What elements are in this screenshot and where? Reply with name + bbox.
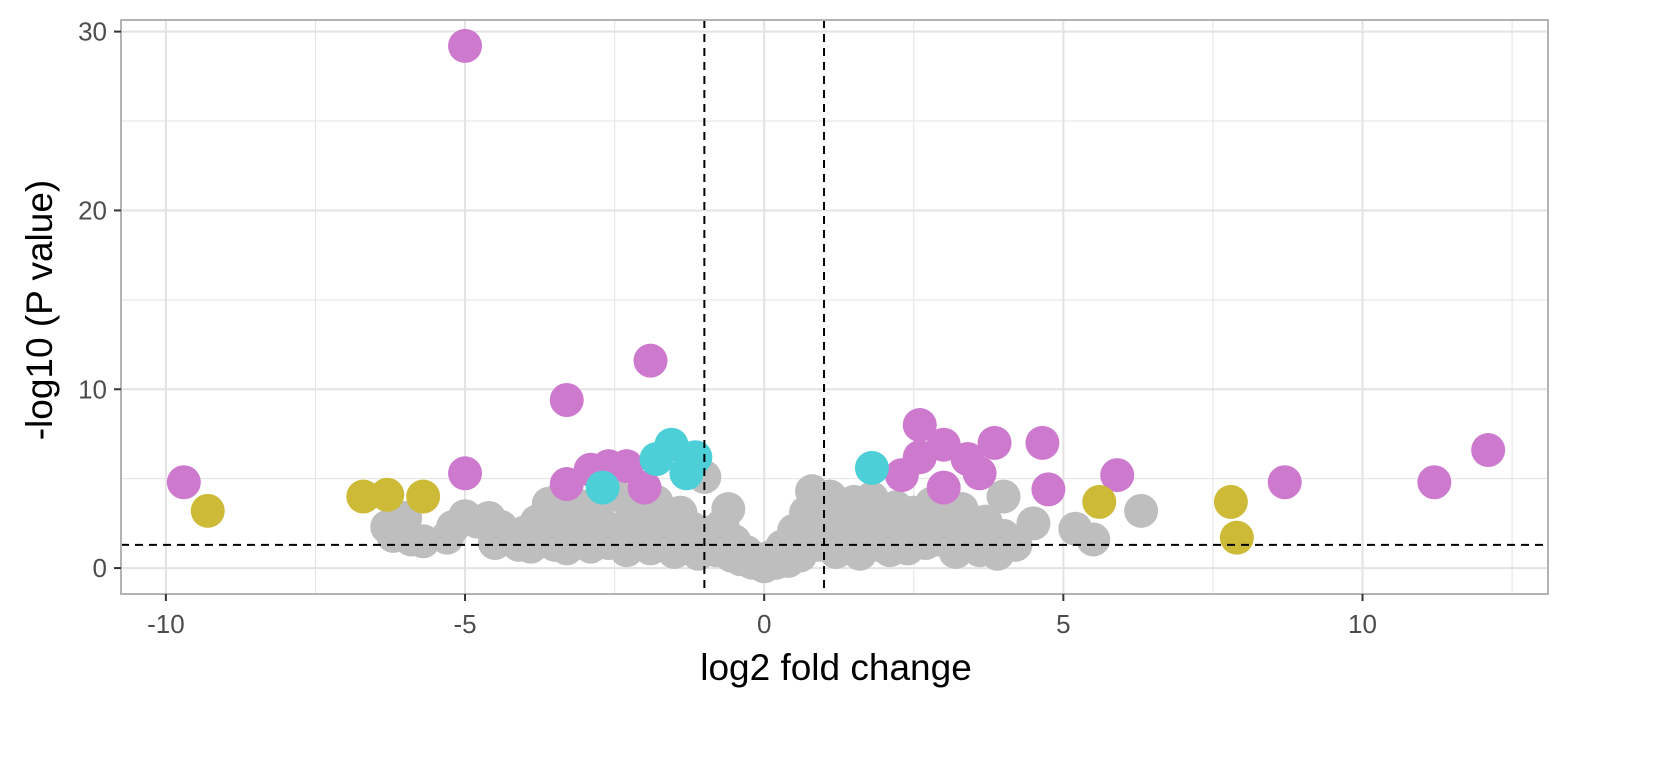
- point-sig_fc: [1025, 425, 1060, 460]
- point-sig_fc: [902, 408, 937, 443]
- point-sig_fc: [1471, 433, 1506, 468]
- panel-border: [120, 19, 1549, 595]
- x-tick-label: -5: [453, 609, 476, 639]
- x-tick-label: 5: [1056, 609, 1070, 639]
- point-sig_fc: [926, 470, 961, 505]
- point-sig_fc: [1031, 472, 1066, 507]
- point-sig_fc: [1417, 465, 1452, 500]
- data-points: [166, 28, 1506, 584]
- x-tick-label: -10: [147, 609, 185, 639]
- point-sig_fc: [448, 28, 483, 63]
- minor-gridlines: [121, 20, 1548, 594]
- x-tick-label: 0: [757, 609, 771, 639]
- point-sig_fc: [633, 343, 668, 378]
- point-sig_p: [669, 456, 704, 491]
- point-ns: [1016, 506, 1051, 541]
- point-ns: [1076, 522, 1111, 557]
- point-fc_only: [370, 477, 405, 512]
- point-ns: [986, 479, 1021, 514]
- point-sig_fc: [962, 456, 997, 491]
- point-sig_fc: [166, 465, 201, 500]
- point-fc_only: [1213, 484, 1248, 519]
- threshold-lines: [121, 20, 1548, 594]
- point-fc_only: [406, 479, 441, 514]
- point-sig_fc: [549, 382, 584, 417]
- point-sig_fc: [1267, 465, 1302, 500]
- y-axis-ticks: 0 10 20 30: [78, 17, 121, 583]
- point-ns: [711, 492, 746, 527]
- x-tick-label: 10: [1348, 609, 1377, 639]
- point-fc_only: [1219, 520, 1254, 555]
- y-axis-title: -log10 (P value): [19, 180, 60, 441]
- y-tick-label: 0: [93, 553, 107, 583]
- point-sig_p: [854, 450, 889, 485]
- point-sig_fc: [1100, 458, 1135, 493]
- y-tick-label: 30: [78, 17, 107, 47]
- point-ns: [1124, 493, 1159, 528]
- point-sig_fc: [448, 456, 483, 491]
- point-fc_only: [1082, 484, 1117, 519]
- point-sig_fc: [627, 470, 662, 505]
- y-tick-label: 10: [78, 374, 107, 404]
- point-fc_only: [190, 493, 225, 528]
- point-sig_fc: [977, 425, 1012, 460]
- point-sig_p: [585, 470, 620, 505]
- y-tick-label: 20: [78, 195, 107, 225]
- x-axis-ticks: -10 -5 0 5 10: [147, 594, 1377, 639]
- x-axis-title: log2 fold change: [700, 647, 972, 688]
